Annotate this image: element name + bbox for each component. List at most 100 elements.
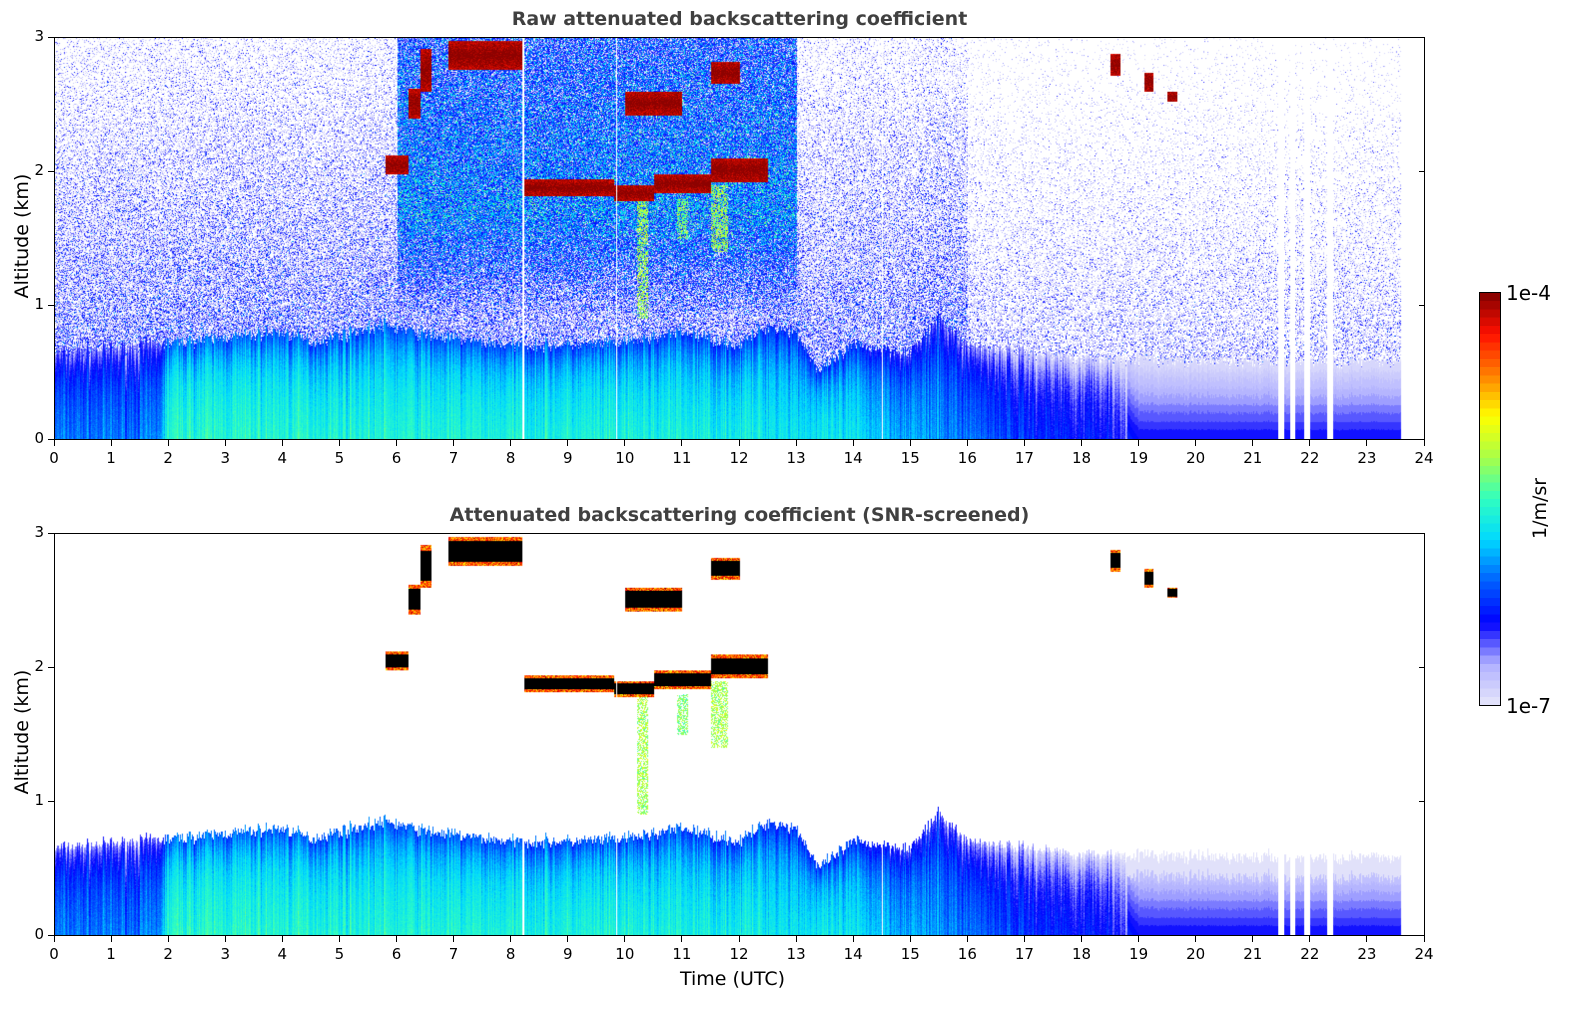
x-tick-label: 5 <box>334 945 345 963</box>
y-tick-label: 2 <box>34 161 44 179</box>
y-tick-mark <box>48 36 54 38</box>
x-tick-label: 2 <box>163 449 173 467</box>
x-tick-mark <box>167 936 169 942</box>
y-tick-mark <box>48 170 54 172</box>
x-tick-label: 7 <box>448 945 459 963</box>
y-tick-mark-right <box>1419 666 1425 668</box>
x-tick-mark <box>53 936 55 942</box>
x-tick-mark <box>1081 440 1082 446</box>
x-tick-mark <box>1081 936 1082 942</box>
y-tick-label: 1 <box>34 295 44 313</box>
x-tick-mark <box>681 936 683 942</box>
x-tick-mark <box>738 440 740 446</box>
colorbar <box>1479 292 1501 706</box>
x-tick-mark <box>53 440 55 446</box>
x-tick-label: 13 <box>786 449 806 467</box>
x-tick-label: 17 <box>1014 945 1034 963</box>
x-tick-mark <box>1023 440 1025 446</box>
bottom-y-axis-label: Altitude (km) <box>11 669 33 795</box>
x-tick-label: 12 <box>729 945 749 963</box>
top-chart-title: Raw attenuated backscattering coefficien… <box>511 8 968 30</box>
x-tick-mark <box>224 936 226 942</box>
y-tick-label: 0 <box>34 925 44 943</box>
x-tick-label: 22 <box>1300 449 1320 467</box>
x-tick-mark <box>1309 440 1311 446</box>
x-tick-mark <box>396 936 397 942</box>
x-tick-mark <box>624 936 626 942</box>
x-tick-mark <box>966 936 968 942</box>
x-tick-label: 20 <box>1186 449 1206 467</box>
top-y-axis-label: Altitude (km) <box>11 173 33 299</box>
x-tick-mark <box>567 936 569 942</box>
x-tick-label: 19 <box>1129 945 1149 963</box>
x-tick-label: 5 <box>334 449 345 467</box>
y-tick-mark <box>48 304 54 306</box>
x-tick-mark <box>909 440 911 446</box>
y-tick-mark-right <box>1419 800 1425 802</box>
x-tick-mark <box>453 936 455 942</box>
x-tick-mark <box>1423 936 1425 942</box>
x-tick-label: 18 <box>1071 449 1092 467</box>
x-tick-label: 13 <box>786 945 806 963</box>
x-tick-label: 10 <box>615 945 635 963</box>
x-tick-mark <box>281 440 283 446</box>
raw-backscatter-plot <box>54 37 1425 440</box>
x-tick-label: 12 <box>729 449 749 467</box>
x-tick-label: 8 <box>505 945 516 963</box>
x-tick-label: 14 <box>843 449 863 467</box>
colorbar-min-label: 1e-7 <box>1506 694 1551 718</box>
x-tick-label: 22 <box>1300 945 1320 963</box>
y-tick-mark <box>48 532 54 534</box>
x-tick-mark <box>567 440 569 446</box>
y-tick-mark-right <box>1419 36 1425 38</box>
x-tick-mark <box>738 936 740 942</box>
x-tick-mark <box>510 936 512 942</box>
x-tick-mark <box>966 440 968 446</box>
x-tick-mark <box>510 440 512 446</box>
x-tick-mark <box>1252 440 1254 446</box>
x-tick-mark <box>624 440 626 446</box>
x-tick-mark <box>1195 936 1197 942</box>
x-tick-mark <box>338 936 340 942</box>
x-tick-mark <box>167 440 169 446</box>
x-tick-label: 7 <box>448 449 459 467</box>
raw-heatmap <box>55 38 1424 439</box>
x-tick-label: 4 <box>277 449 288 467</box>
x-tick-mark <box>338 440 340 446</box>
x-tick-mark <box>1138 440 1140 446</box>
x-tick-label: 16 <box>957 945 977 963</box>
x-tick-mark <box>396 440 397 446</box>
x-tick-label: 11 <box>672 449 692 467</box>
x-tick-mark <box>1423 440 1425 446</box>
x-tick-label: 3 <box>220 449 231 467</box>
x-tick-label: 6 <box>391 945 402 963</box>
x-tick-label: 21 <box>1243 449 1263 467</box>
y-tick-mark-right <box>1419 438 1425 440</box>
x-tick-label: 18 <box>1071 945 1092 963</box>
y-tick-mark-right <box>1419 304 1425 306</box>
x-tick-mark <box>1366 936 1368 942</box>
x-tick-label: 15 <box>900 449 920 467</box>
x-tick-label: 23 <box>1357 945 1377 963</box>
y-tick-mark <box>48 934 54 936</box>
x-tick-mark <box>681 440 683 446</box>
x-tick-mark <box>795 440 797 446</box>
x-tick-mark <box>224 440 226 446</box>
x-tick-mark <box>1023 936 1025 942</box>
x-tick-label: 20 <box>1186 945 1206 963</box>
x-tick-mark <box>453 440 455 446</box>
y-tick-mark-right <box>1419 170 1425 172</box>
x-tick-label: 6 <box>391 449 402 467</box>
x-tick-mark <box>852 936 854 942</box>
x-tick-label: 2 <box>163 945 173 963</box>
x-tick-label: 19 <box>1129 449 1149 467</box>
x-axis-label: Time (UTC) <box>680 968 786 990</box>
colorbar-label: 1/m/sr <box>1529 477 1551 539</box>
x-tick-label: 24 <box>1414 945 1434 963</box>
x-tick-mark <box>110 440 112 446</box>
x-tick-label: 15 <box>900 945 920 963</box>
x-tick-label: 16 <box>957 449 977 467</box>
x-tick-label: 3 <box>220 945 231 963</box>
y-tick-mark-right <box>1419 934 1425 936</box>
y-tick-mark-right <box>1419 532 1425 534</box>
